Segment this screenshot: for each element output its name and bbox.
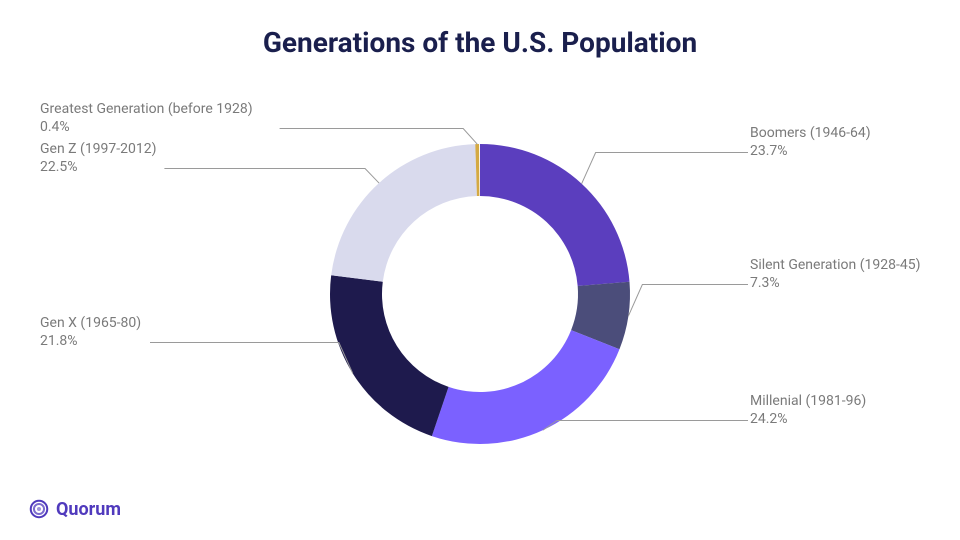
donut-chart: Boomers (1946-64)23.7% Silent Generation …	[0, 59, 960, 533]
slice-label: Gen X (1965-80)21.8%	[40, 315, 141, 350]
donut-slice	[330, 275, 449, 436]
slice-label-name: Gen Z (1997-2012)	[40, 141, 157, 159]
leader-line	[543, 421, 748, 431]
slice-label-pct: 7.3%	[750, 275, 920, 293]
slice-label-pct: 0.4%	[40, 119, 253, 137]
leader-line	[150, 343, 353, 374]
brand-text: Quorum	[56, 499, 121, 520]
slice-label: Millenial (1981-96)24.2%	[750, 393, 866, 428]
donut-slice	[480, 144, 629, 286]
slice-label-name: Greatest Generation (before 1928)	[40, 101, 253, 119]
leader-line	[280, 129, 478, 145]
slice-label-name: Silent Generation (1928-45)	[750, 257, 920, 275]
slice-label-name: Boomers (1946-64)	[750, 125, 871, 143]
chart-title: Generations of the U.S. Population	[0, 0, 960, 59]
slice-label-name: Millenial (1981-96)	[750, 393, 866, 411]
leader-line	[164, 169, 379, 184]
slice-label: Boomers (1946-64)23.7%	[750, 125, 871, 160]
slice-label-pct: 24.2%	[750, 411, 866, 429]
quorum-icon	[28, 498, 50, 520]
donut-slice	[432, 330, 620, 444]
leader-line	[628, 285, 748, 317]
brand-logo: Quorum	[28, 498, 121, 520]
leader-line	[582, 153, 748, 184]
slice-label-pct: 21.8%	[40, 333, 141, 351]
slice-label-pct: 23.7%	[750, 143, 871, 161]
donut-slice	[331, 144, 477, 282]
slice-label-name: Gen X (1965-80)	[40, 315, 141, 333]
slice-label: Gen Z (1997-2012)22.5%	[40, 141, 157, 176]
slice-label: Greatest Generation (before 1928)0.4%	[40, 101, 253, 136]
slice-label-pct: 22.5%	[40, 159, 157, 177]
slice-label: Silent Generation (1928-45)7.3%	[750, 257, 920, 292]
